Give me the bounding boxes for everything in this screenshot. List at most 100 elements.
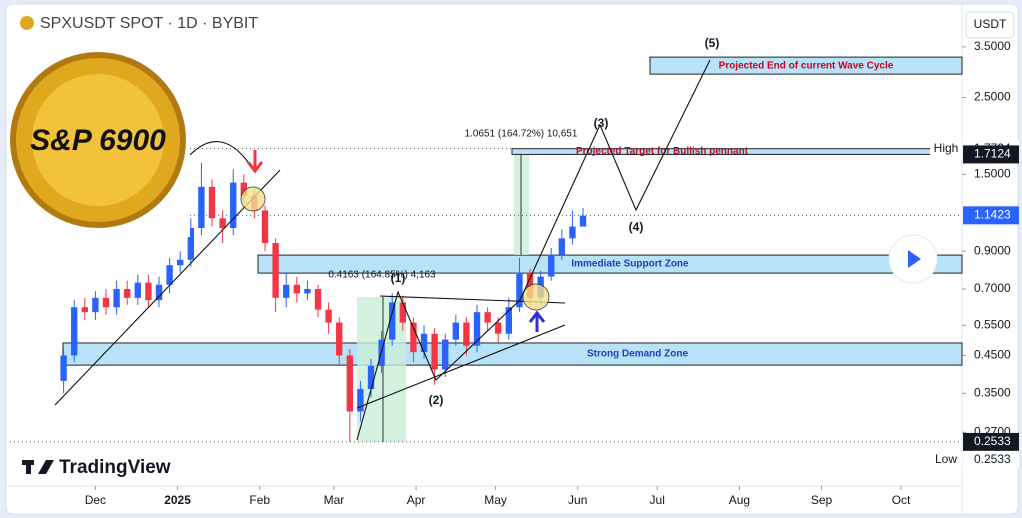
zone-label: Projected End of current Wave Cycle (719, 60, 894, 71)
x-tick-label: Aug (729, 493, 750, 507)
x-tick-label: Jul (650, 493, 665, 507)
wave-label: (5) (705, 36, 720, 50)
price-badge-value: 1.1423 (974, 208, 1011, 222)
candle-body (463, 322, 470, 346)
candle-body (548, 254, 555, 277)
trend-line (356, 324, 566, 409)
candle-body (336, 322, 343, 356)
play-icon[interactable] (908, 250, 921, 268)
trend-line (54, 169, 281, 406)
candle-body (484, 312, 491, 323)
wave-label: (1) (391, 271, 406, 285)
logo: S&P 6900 (10, 42, 190, 237)
candle-body (325, 309, 332, 323)
logo-text: S&P 6900 (30, 124, 166, 157)
candle-body (569, 226, 576, 239)
candle-body (272, 243, 279, 298)
coin-inner (32, 74, 164, 206)
y-tick-label: 0.2700 (974, 424, 1011, 438)
zone-label: Projected Target for Bullish pennant (576, 146, 749, 157)
candle-body (495, 322, 502, 334)
candle-body (208, 186, 216, 219)
candle-body (134, 282, 141, 298)
price-badge-value: 0.2533 (974, 452, 1011, 466)
zone (62, 342, 963, 366)
wave-label: (4) (629, 220, 644, 234)
candle-body (219, 218, 226, 229)
candle-body (71, 307, 78, 356)
candle-body (410, 322, 417, 353)
unit-box (965, 11, 1015, 39)
candle-body (367, 365, 375, 390)
x-tick-label: Apr (407, 493, 426, 507)
candle-body (166, 265, 173, 285)
price-badge (963, 145, 1019, 164)
candle-body (357, 389, 364, 412)
zone-label: Immediate Support Zone (571, 259, 689, 270)
candle-body (177, 259, 184, 266)
candle-body (145, 282, 152, 301)
highlight (240, 186, 266, 212)
candle-body (155, 284, 163, 301)
chart-title: SPXUSDT SPOT · 1D · BYBIT (40, 15, 258, 32)
price-badge (963, 450, 1019, 469)
x-tick-label: Feb (249, 493, 270, 507)
arrow-down (246, 150, 264, 174)
y-tick-label: 0.3500 (974, 385, 1011, 399)
x-tick-label: Sep (811, 493, 833, 507)
x-tick-label: Jun (568, 493, 587, 507)
drawings (54, 59, 711, 441)
wave-path (356, 59, 711, 441)
candle-body (124, 288, 131, 298)
curve-arrow (189, 141, 249, 163)
candle-body (314, 288, 322, 310)
x-tick-label: 2025 (164, 493, 191, 507)
measure-label: 1.0651 (164.72%) 10,651 (465, 129, 578, 140)
candle-body (304, 288, 311, 294)
candle-body (113, 288, 120, 308)
candle-body (442, 339, 449, 370)
wave-label: (2) (429, 393, 444, 407)
zone (649, 56, 963, 75)
brand-text: TradingView (59, 457, 171, 478)
candle-body (505, 307, 513, 334)
brand-mark (38, 460, 54, 474)
wave-label: (3) (594, 116, 609, 130)
candle-body (473, 312, 481, 346)
zone-label: Strong Demand Zone (587, 349, 689, 360)
symbol-icon (20, 16, 34, 30)
candle-body (431, 333, 438, 370)
arrow-up (528, 310, 546, 332)
candle-body (240, 182, 247, 196)
candle-body (187, 228, 194, 260)
candle-body (579, 215, 587, 227)
y-tick-label: 3.5000 (974, 39, 1011, 53)
x-tick-label: Mar (324, 493, 345, 507)
x-tick-label: May (484, 493, 507, 507)
brand-mark (26, 460, 31, 474)
candle-body (420, 333, 428, 353)
y-unit: USDT (974, 17, 1007, 31)
candle-body (399, 302, 407, 323)
price-badge (963, 432, 1019, 451)
candle-body (293, 284, 300, 294)
y-tick-label: 0.5500 (974, 317, 1011, 331)
candle-body (389, 302, 396, 340)
price-badge-value: 0.2533 (974, 434, 1011, 448)
candle-body (81, 307, 88, 313)
candle-body (283, 284, 290, 298)
y-tick-label: 1.5000 (974, 167, 1011, 181)
zone (257, 254, 963, 274)
candle-body (452, 322, 460, 340)
brand: ⁠ TradingView (22, 457, 171, 478)
y-tick-label: 0.4500 (974, 348, 1011, 362)
candle-body (261, 210, 269, 244)
highlight (522, 283, 550, 311)
measure-label: 0.4163 (164.85%) 4,163 (328, 270, 436, 281)
price-tag-label: Low (935, 452, 957, 466)
y-tick-label: 0.9000 (974, 243, 1011, 257)
candle-body (346, 355, 353, 412)
price-badge (963, 206, 1019, 225)
x-tick-label: Oct (892, 493, 911, 507)
